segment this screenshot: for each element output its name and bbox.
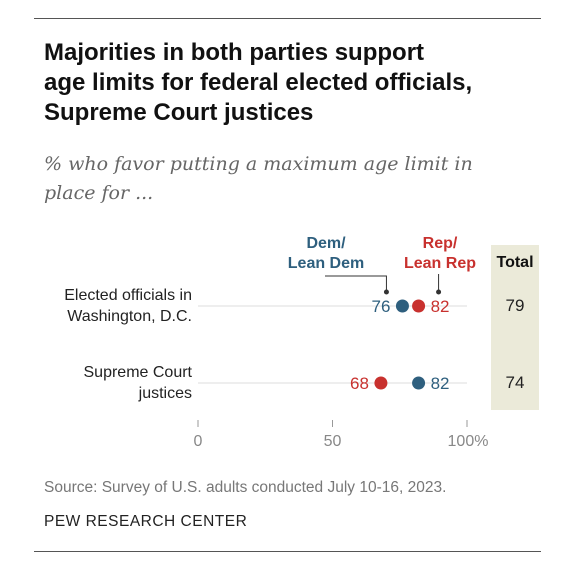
total-column-band	[491, 245, 539, 410]
row-label-1-line-2: Washington, D.C.	[67, 308, 192, 325]
top-rule	[34, 18, 541, 19]
title-line-3: Supreme Court justices	[44, 99, 314, 126]
subtitle-line-2: place for ...	[44, 182, 154, 204]
row-label-1-line-1: Elected officials in	[64, 287, 192, 304]
legend-rep: Rep/ Lean Rep	[390, 234, 490, 274]
title-line-2: age limits for federal elected officials…	[44, 69, 473, 96]
source-note: Source: Survey of U.S. adults conducted …	[44, 479, 447, 496]
legend-dem-connector	[325, 275, 387, 292]
legend-rep-connector-end	[436, 289, 442, 295]
x-tick-label: 50	[324, 433, 342, 450]
bottom-rule	[34, 551, 541, 552]
row-label-1: Elected officials in Washington, D.C.	[64, 285, 192, 327]
dem-dot-row-2	[412, 376, 426, 390]
x-tick-label: 0	[194, 433, 203, 450]
rep-dot-row-1	[412, 299, 426, 313]
title-line-1: Majorities in both parties support	[44, 39, 425, 66]
row-label-2-line-2: justices	[138, 385, 192, 402]
legend-dem-line-2: Lean Dem	[287, 255, 365, 272]
dem-dot-row-1	[395, 299, 409, 313]
subtitle-line-1: % who favor putting a maximum age limit …	[44, 153, 473, 175]
legend-dem-connector-end	[383, 289, 389, 295]
chart-subtitle: % who favor putting a maximum age limit …	[44, 150, 544, 208]
rep-dot-row-2	[374, 376, 388, 390]
total-header: Total	[496, 254, 534, 271]
rep-value-label-row-2: 68	[350, 374, 369, 393]
legend-dem-line-1: Dem/	[306, 235, 346, 252]
x-tick-label: 100%	[448, 433, 489, 450]
org-name: PEW RESEARCH CENTER	[44, 513, 248, 530]
row-label-2: Supreme Court justices	[84, 362, 193, 404]
legend-rep-line-2: Lean Rep	[403, 255, 476, 272]
rep-value-label-row-1: 82	[431, 297, 450, 316]
dem-value-label-row-2: 82	[431, 374, 450, 393]
dem-value-label-row-1: 76	[372, 297, 391, 316]
chart-title: Majorities in both parties support age l…	[44, 38, 544, 128]
total-value-row-2: 74	[505, 373, 525, 392]
total-value-row-1: 79	[505, 296, 525, 315]
legend-dem: Dem/ Lean Dem	[276, 234, 376, 274]
row-label-2-line-1: Supreme Court	[83, 364, 193, 381]
legend-rep-line-1: Rep/	[422, 235, 458, 252]
